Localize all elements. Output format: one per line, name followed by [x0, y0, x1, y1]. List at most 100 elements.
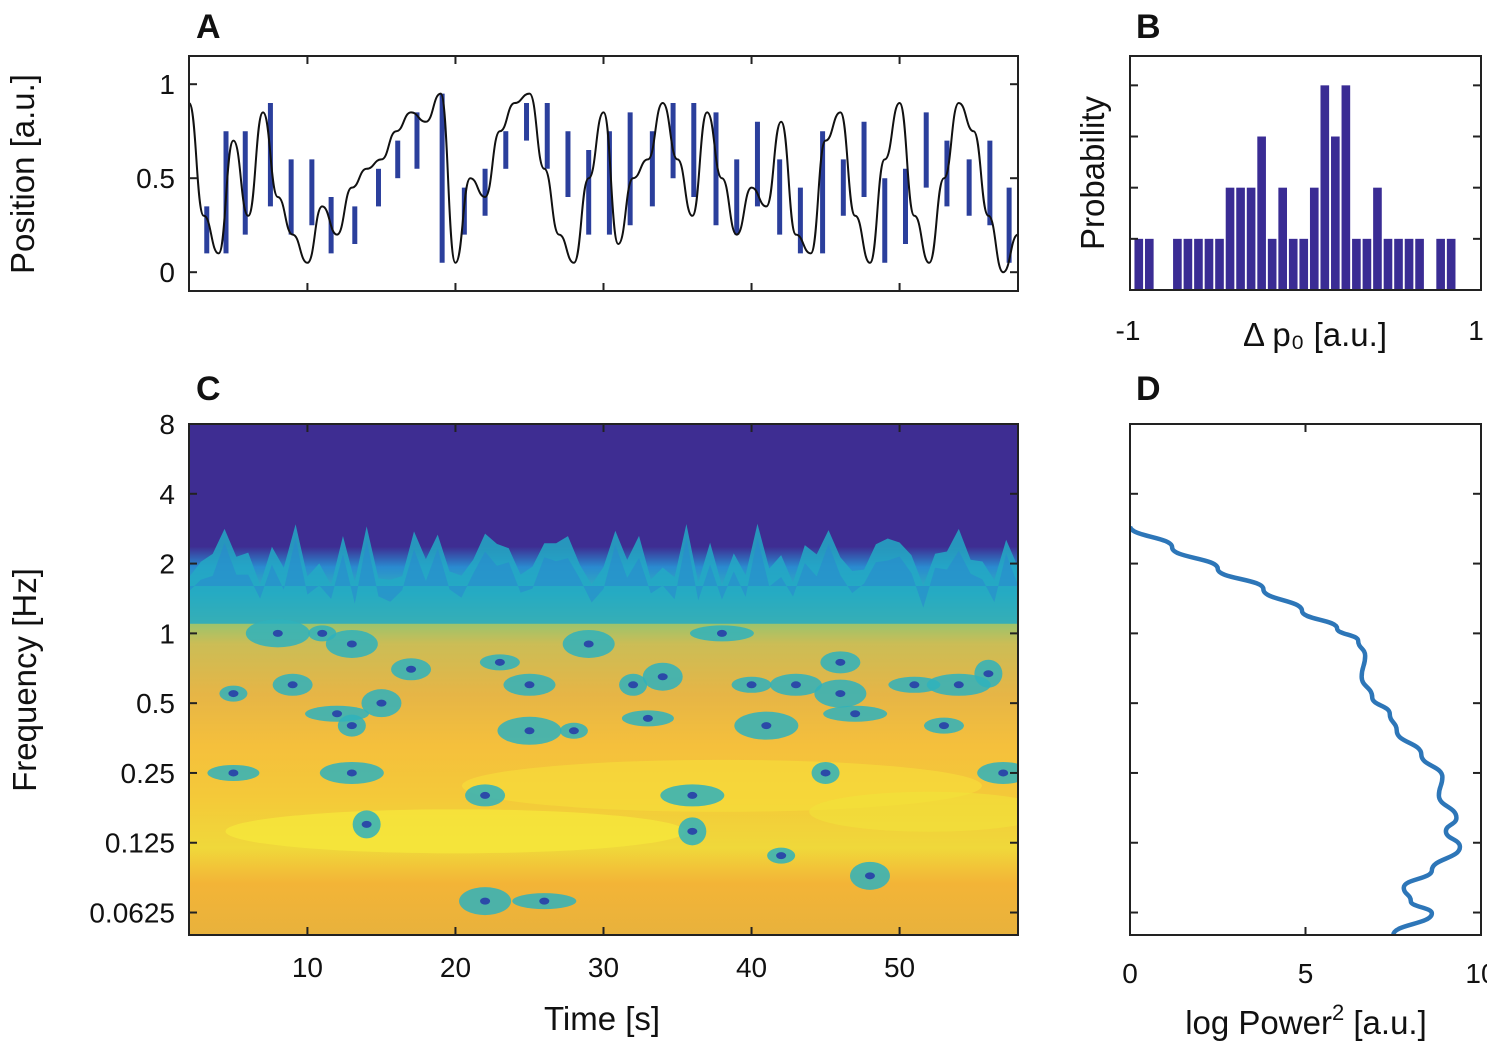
histogram-bar — [1383, 238, 1393, 290]
panel-b-histogram: Probability -1 1 Δ p₀ [a.u.] — [1074, 55, 1484, 353]
heatmap-spot-core — [776, 852, 787, 860]
x-tick-label: 0 — [1122, 958, 1138, 989]
x-tick-label: 10 — [1465, 958, 1487, 989]
heatmap-spot-core — [909, 681, 920, 689]
x-tick-label: 20 — [440, 952, 471, 983]
histogram-bar — [1394, 238, 1403, 290]
histogram-bar — [1309, 187, 1319, 290]
heatmap-spot — [977, 761, 1018, 784]
heatmap-spot-core — [376, 699, 387, 707]
heatmap-spot-core — [761, 722, 772, 730]
y-tick-label: 0 — [159, 257, 175, 288]
histogram-bar — [1173, 238, 1182, 290]
y-tick-label: 4 — [159, 479, 175, 510]
histogram-bar — [1341, 85, 1351, 290]
histogram-bar — [1320, 85, 1330, 290]
heatmap-spot-core — [864, 872, 875, 880]
histogram-bar — [1446, 238, 1456, 290]
panel-label-c: C — [196, 370, 221, 408]
heatmap-spot-core — [524, 727, 535, 735]
histogram-bar — [1299, 238, 1309, 290]
heatmap-spot-core — [228, 690, 239, 698]
panel-label-a: A — [196, 8, 221, 46]
histogram-bar — [1278, 187, 1288, 290]
histogram-bar — [1215, 238, 1224, 290]
heatmap-spot-core — [480, 791, 491, 799]
heatmap-spot-core — [716, 629, 727, 637]
y-tick-label: 1 — [159, 69, 175, 100]
heatmap-spot-core — [998, 769, 1009, 777]
heatmap-spot-core — [361, 820, 372, 828]
heatmap-spot-core — [272, 629, 283, 637]
heatmap-spot-core — [820, 769, 831, 777]
panel-c-wavelet-heatmap: 0.0625 0.125 0.25 0.5 1 2 4 8 10 20 30 40 50 Time [… — [6, 409, 1019, 1037]
panel-b-axes-frame — [1129, 55, 1482, 291]
heatmap-spot-core — [346, 640, 357, 648]
heatmap-spot-core — [480, 897, 491, 905]
histogram-bar — [1288, 238, 1298, 290]
x-tick-label: 40 — [736, 952, 767, 983]
histogram-bar — [1267, 238, 1277, 290]
global-power-line — [1130, 525, 1463, 935]
heatmap-spot-core — [287, 681, 298, 689]
panel-d-global-power: 0 5 10 log Power2 [a.u.] — [1122, 423, 1487, 1041]
heatmap-spot-core — [346, 722, 357, 730]
y-tick-label: 2 — [159, 549, 175, 580]
histogram-bar — [1404, 238, 1414, 290]
heatmap-spot-core — [835, 658, 846, 666]
histogram-bar — [1362, 238, 1372, 290]
histogram-bar — [1415, 238, 1424, 290]
histogram-bar — [1352, 238, 1361, 290]
heatmap-spot-core — [317, 629, 328, 637]
y-tick-label: 0.5 — [136, 163, 175, 194]
heatmap-spot-core — [406, 665, 417, 673]
histogram-bar — [1331, 136, 1340, 290]
heatmap-spot-core — [938, 722, 949, 730]
histogram-bar — [1194, 238, 1203, 290]
histogram-bar — [1134, 238, 1144, 290]
heatmap-spot-core — [746, 681, 757, 689]
histogram-bar — [1436, 238, 1445, 290]
histogram-bar — [1257, 136, 1266, 290]
heatmap-spot-core — [983, 670, 994, 678]
y-tick-label: 0.0625 — [89, 898, 175, 929]
panel-label-d: D — [1136, 370, 1161, 408]
heatmap-spot-core — [346, 769, 357, 777]
heatmap-spot-core — [850, 710, 861, 718]
panel-a-y-axis-label: Position [a.u.] — [4, 74, 41, 274]
heatmap-band — [225, 809, 686, 854]
x-tick-label: 5 — [1298, 958, 1314, 989]
histogram-bar — [1236, 187, 1245, 290]
panel-d-x-label-superscript: 2 — [1332, 1000, 1344, 1025]
panel-b-x-axis-label: Δ p₀ [a.u.] — [1243, 316, 1387, 353]
heatmap-spot-core — [790, 681, 801, 689]
heatmap-spot-core — [953, 681, 964, 689]
x-tick-label: 30 — [588, 952, 619, 983]
y-tick-label: 0.25 — [121, 758, 176, 789]
y-tick-label: 1 — [159, 618, 175, 649]
heatmap-spot-core — [583, 640, 594, 648]
heatmap-spot-core — [628, 681, 639, 689]
heatmap-spot-core — [332, 710, 343, 718]
panel-d-axes-frame — [1129, 423, 1482, 936]
panel-d-x-label-suffix: [a.u.] — [1344, 1004, 1427, 1041]
y-tick-label: 8 — [159, 409, 175, 440]
heatmap-band — [809, 791, 1018, 832]
trajectory-line — [189, 92, 1018, 274]
heatmap-spot-core — [228, 769, 239, 777]
panel-a-position-plot: 0 0.5 1 Position [a.u.] — [4, 55, 1019, 292]
heatmap-spot-core — [687, 827, 698, 835]
heatmap-ridge — [189, 523, 1018, 624]
panel-label-b: B — [1136, 8, 1161, 46]
x-tick-label: 50 — [884, 952, 915, 983]
heatmap-spot-core — [539, 897, 550, 905]
heatmap-spot-core — [642, 714, 653, 722]
heatmap-spot-core — [835, 690, 846, 698]
panel-c-x-axis-label: Time [s] — [544, 1000, 660, 1037]
panel-d-x-label-main: log Power — [1185, 1004, 1332, 1041]
heatmap-spot-core — [524, 681, 535, 689]
heatmap-spot-core — [568, 727, 579, 735]
heatmap-spot-core — [657, 673, 668, 681]
x-tick-label: 10 — [292, 952, 323, 983]
